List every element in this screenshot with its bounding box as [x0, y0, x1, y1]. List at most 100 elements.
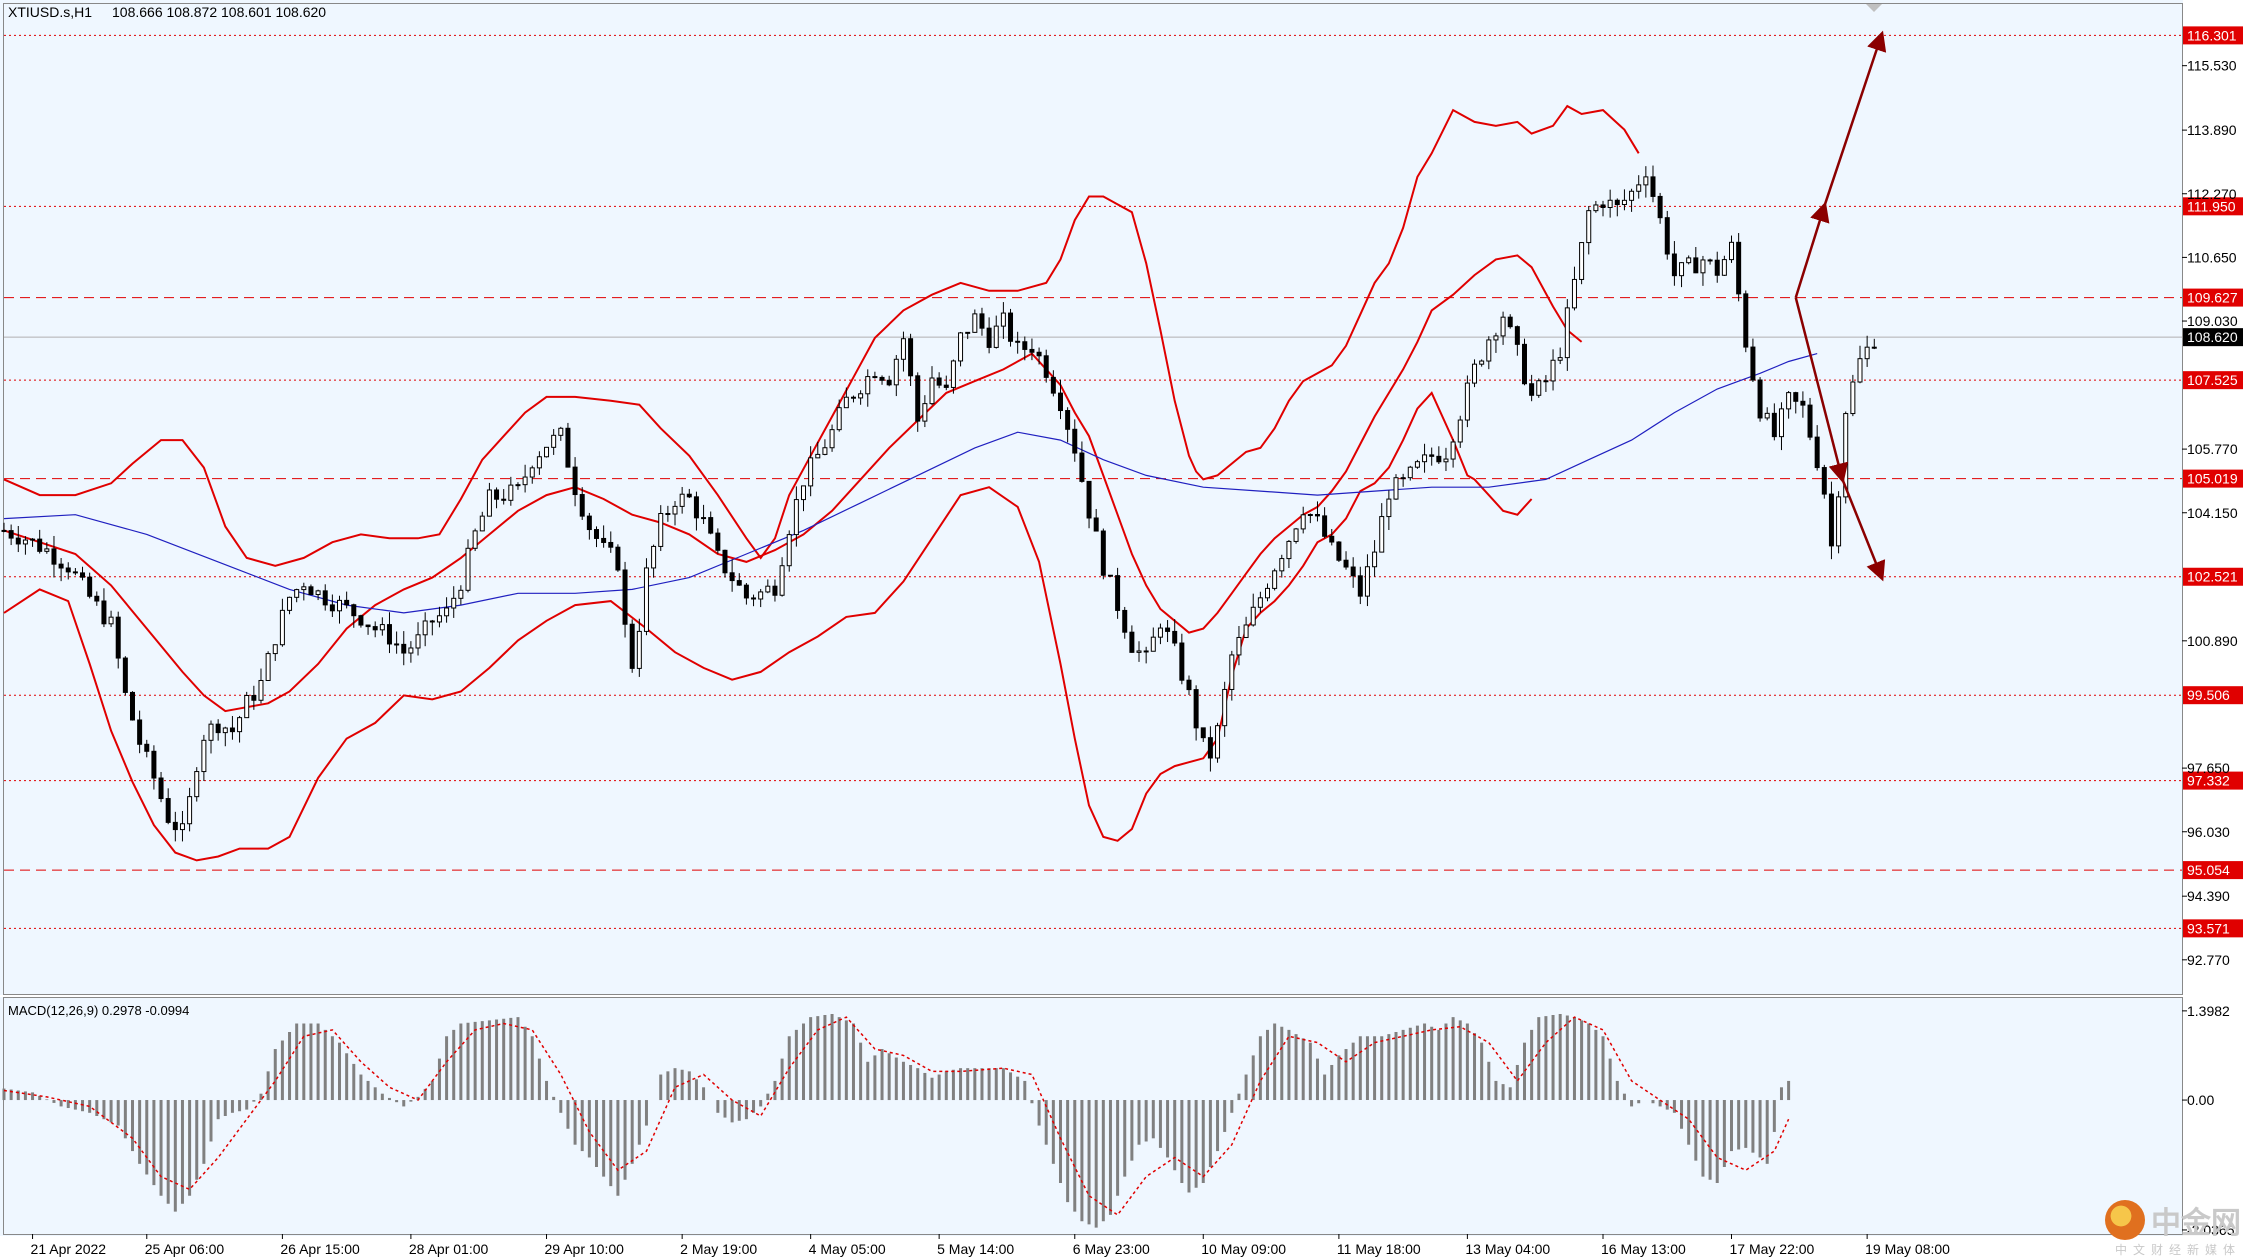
candle-body — [1336, 541, 1342, 561]
time-tick-label: 26 Apr 15:00 — [280, 1241, 360, 1257]
candle-body — [8, 530, 14, 539]
macd-tick-label: 0.00 — [2187, 1092, 2214, 1108]
time-tick-label: 28 Apr 01:00 — [409, 1241, 489, 1257]
level-price-label: 102.521 — [2187, 569, 2238, 585]
candle-body — [1143, 650, 1149, 653]
candle-body — [1514, 326, 1520, 345]
candle-body — [1786, 392, 1792, 410]
candle-body — [950, 360, 956, 388]
scroll-marker-icon[interactable] — [1866, 4, 1882, 12]
candle-body — [551, 434, 557, 448]
candle-body — [965, 331, 971, 334]
price-tick-label: 115.530 — [2187, 58, 2237, 74]
candle-body — [80, 572, 86, 578]
candle-body — [915, 375, 921, 422]
candle-body — [508, 484, 514, 501]
candle-body — [1464, 382, 1470, 421]
candle-body — [1529, 383, 1535, 396]
time-tick-label: 21 Apr 2022 — [31, 1241, 107, 1257]
candle-body — [122, 657, 128, 693]
candle-body — [1700, 259, 1706, 274]
candle-body — [544, 446, 550, 458]
candle-body — [636, 630, 642, 669]
candle-body — [558, 427, 564, 436]
candle-body — [1443, 458, 1449, 463]
candle-body — [608, 541, 614, 548]
candle-body — [665, 513, 671, 516]
candle-body — [1379, 516, 1385, 553]
candle-body — [315, 590, 321, 596]
level-price-label: 116.301 — [2187, 27, 2237, 43]
candle-body — [1721, 259, 1727, 276]
candle-body — [1243, 624, 1249, 638]
candle-body — [1828, 493, 1834, 547]
level-price-box — [2183, 288, 2243, 307]
candle-body — [693, 496, 699, 519]
candle-body — [172, 821, 178, 831]
macd-tick-label: 1.3982 — [2187, 1003, 2230, 1019]
candle-body — [1714, 259, 1720, 276]
candle-body — [893, 358, 899, 386]
candle-body — [351, 604, 357, 617]
candle-body — [1222, 688, 1228, 727]
candle-body — [1100, 530, 1106, 576]
candle-body — [1157, 627, 1163, 638]
candle-body — [72, 571, 78, 574]
candle-body — [358, 615, 364, 626]
candle-body — [908, 338, 914, 377]
level-price-label: 95.054 — [2187, 862, 2230, 878]
candle-body — [1293, 528, 1299, 542]
candle-body — [1414, 461, 1420, 468]
candle-body — [972, 313, 978, 333]
candle-body — [1393, 477, 1399, 500]
candle-body — [1279, 558, 1285, 572]
candle-body — [565, 427, 571, 468]
candle-body — [115, 616, 121, 659]
candle-body — [1093, 517, 1099, 532]
candle-body — [1307, 514, 1313, 517]
ma-line — [3, 353, 1818, 614]
candle-body — [1850, 381, 1856, 415]
candle-body — [1679, 262, 1685, 277]
candle-body — [65, 567, 71, 573]
candle-body — [751, 597, 757, 600]
candle-body — [322, 590, 328, 606]
candle-body — [436, 615, 442, 623]
candle-body — [101, 600, 107, 625]
candle-body — [1086, 480, 1092, 519]
candle-body — [1272, 570, 1278, 589]
candle-body — [929, 377, 935, 405]
candle-body — [1050, 376, 1056, 394]
main-pane-border — [3, 3, 2183, 995]
time-axis: 21 Apr 2022 25 Apr 06:00 26 Apr 15:00 28 Ap… — [31, 1234, 1950, 1257]
candle-body — [1250, 606, 1256, 626]
candle-body — [779, 565, 785, 596]
price-axis: 116.301 111.950 109.627 107.525 105.019 102.5… — [2182, 26, 2243, 968]
candle-body — [201, 739, 207, 773]
time-tick-label: 6 May 23:00 — [1073, 1241, 1150, 1257]
time-tick-label: 5 May 14:00 — [937, 1241, 1014, 1257]
candle-body — [22, 539, 28, 545]
bollinger-bands — [3, 104, 1640, 862]
candle-body — [522, 476, 528, 486]
time-tick-label: 10 May 09:00 — [1201, 1241, 1286, 1257]
candle-body — [329, 604, 335, 612]
candle-body — [1557, 357, 1563, 361]
macd-axis: 1.3982 0.00 -2.0365 — [2182, 1003, 2235, 1238]
candle-body — [1207, 737, 1213, 759]
candle-body — [1857, 358, 1863, 383]
candle-body — [422, 620, 428, 636]
candle-body — [1800, 400, 1806, 406]
candle-body — [1322, 515, 1328, 537]
candle-body — [1671, 253, 1677, 277]
candle-body — [758, 591, 764, 600]
candle-body — [736, 580, 742, 586]
macd-signal-line — [3, 1016, 1790, 1216]
candle-body — [1864, 346, 1870, 360]
price-tick-label: 112.270 — [2187, 186, 2237, 202]
candle-body — [501, 498, 507, 501]
candle-body — [151, 750, 157, 779]
price-tick-label: 113.890 — [2187, 122, 2237, 138]
candle-body — [1400, 477, 1406, 480]
